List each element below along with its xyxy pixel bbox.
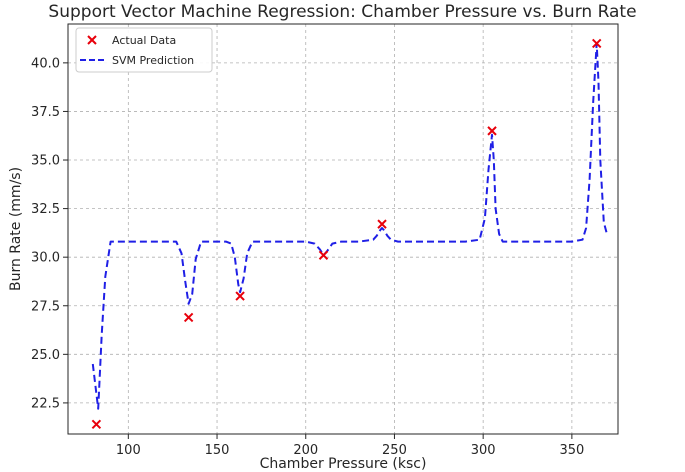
chart-title: Support Vector Machine Regression: Chamb… [48, 2, 636, 22]
plot-frame [67, 23, 619, 435]
actual-data-point [592, 38, 602, 49]
y-tick-label: 30.0 [31, 251, 60, 266]
x-tick-label: 150 [205, 443, 230, 458]
y-tick-label: 27.5 [31, 299, 60, 314]
data-point-stroke [592, 38, 602, 49]
y-tick-label: 22.5 [31, 396, 60, 411]
svm-prediction-line [91, 42, 609, 410]
y-tick-label: 40.0 [31, 56, 60, 71]
x-tick-label: 200 [293, 443, 318, 458]
actual-data-point [183, 312, 194, 323]
x-tick-label: 300 [471, 443, 496, 458]
y-axis-label: Burn Rate (mm/s) [8, 167, 24, 291]
plot-area [91, 38, 609, 429]
data-point-stroke [487, 126, 497, 136]
legend-marker-actual-data [87, 35, 97, 45]
data-point-stroke [318, 250, 329, 260]
legend-label-svm-prediction: SVM Prediction [112, 54, 194, 67]
data-point-stroke [183, 312, 194, 323]
legend: Actual Data SVM Prediction [75, 27, 213, 73]
actual-data-point [377, 219, 387, 229]
x-tick-label: 250 [382, 443, 407, 458]
actual-data-point [487, 126, 497, 136]
actual-data-point [318, 250, 329, 260]
y-tick-label: 32.5 [31, 202, 60, 217]
data-point-stroke [235, 291, 245, 301]
x-axis-label: Chamber Pressure (ksc) [260, 456, 427, 472]
y-tick-label: 25.0 [31, 348, 60, 363]
legend-box [75, 27, 213, 73]
actual-data-point [235, 291, 245, 301]
axes: 100 150 200 250 300 350 22.5 25.0 27.5 30.0 32.5 35… [31, 23, 619, 458]
data-point-stroke [91, 419, 102, 429]
legend-label-actual-data: Actual Data [112, 34, 176, 47]
x-tick-label: 100 [116, 443, 141, 458]
x-tick-label: 350 [559, 443, 584, 458]
grid [68, 24, 618, 434]
data-point-stroke [377, 219, 387, 229]
actual-data-point [91, 419, 102, 429]
y-tick-label: 37.5 [31, 105, 60, 120]
y-tick-label: 35.0 [31, 154, 60, 169]
